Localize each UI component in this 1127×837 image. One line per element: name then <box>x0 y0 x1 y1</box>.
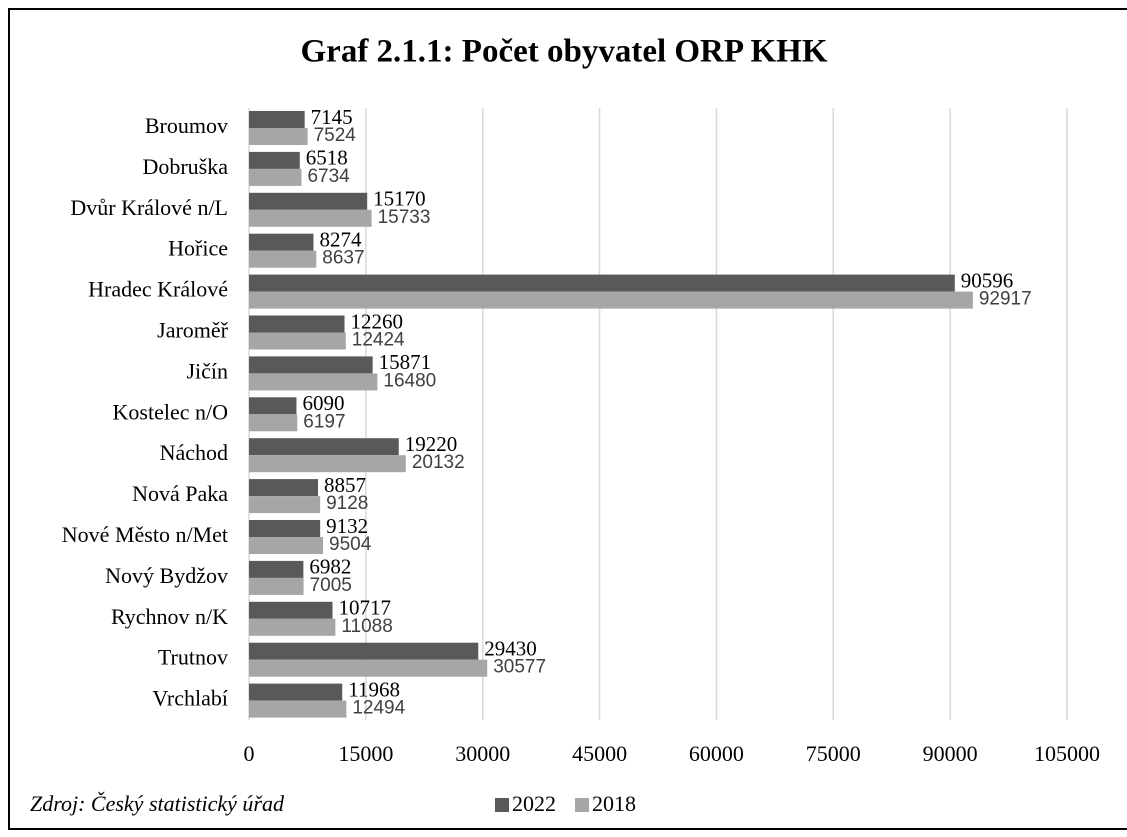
bar <box>249 250 317 268</box>
x-tick-label: 30000 <box>455 741 510 766</box>
value-label: 7145 <box>311 105 353 129</box>
bar <box>249 438 399 456</box>
legend-label: 2018 <box>592 791 636 816</box>
bar <box>249 209 372 227</box>
value-label: 92917 <box>979 289 1032 310</box>
bar <box>249 700 347 718</box>
value-label: 15871 <box>379 350 432 374</box>
bar <box>249 151 300 169</box>
source: Zdroj: Český statistický úřad <box>30 791 285 816</box>
value-label: 6982 <box>309 555 351 579</box>
bar <box>249 192 368 210</box>
legend-label: 2022 <box>512 791 556 816</box>
value-label: 20132 <box>412 452 465 473</box>
legend-swatch <box>495 798 509 812</box>
bar <box>249 479 319 497</box>
value-label: 6518 <box>306 146 348 170</box>
bar <box>249 291 973 309</box>
bar <box>249 683 343 701</box>
y-tick-label: Nová Paka <box>132 481 228 506</box>
value-label: 7005 <box>310 575 352 596</box>
value-label: 8274 <box>319 228 362 252</box>
value-label: 15170 <box>373 187 426 211</box>
value-label: 30577 <box>493 657 546 678</box>
bar <box>249 111 305 128</box>
bar <box>249 128 308 145</box>
bar <box>249 618 336 636</box>
value-label: 9132 <box>326 514 368 538</box>
value-label: 19220 <box>405 432 458 456</box>
value-label: 9504 <box>329 534 372 555</box>
bar <box>249 274 955 292</box>
bar <box>249 397 297 415</box>
bar <box>249 455 406 473</box>
value-label: 8857 <box>324 473 366 497</box>
value-label: 15733 <box>378 207 431 228</box>
bar <box>249 332 346 350</box>
y-tick-label: Rychnov n/K <box>111 604 228 629</box>
x-tick-label: 105000 <box>1034 741 1100 766</box>
x-tick-label: 75000 <box>806 741 861 766</box>
y-tick-label: Jičín <box>186 358 228 383</box>
bar <box>249 496 321 514</box>
legend-swatch <box>575 798 589 812</box>
value-label: 11088 <box>341 616 392 637</box>
bar <box>249 414 298 432</box>
value-label: 12424 <box>352 330 405 351</box>
y-tick-label: Dvůr Králové n/L <box>70 195 228 220</box>
y-tick-label: Jaroměř <box>157 318 229 343</box>
bar <box>249 577 304 595</box>
value-label: 90596 <box>961 268 1014 292</box>
value-label: 11968 <box>348 677 400 701</box>
x-tick-label: 90000 <box>923 741 978 766</box>
bar <box>249 659 488 677</box>
value-label: 10717 <box>338 596 391 620</box>
y-tick-label: Náchod <box>160 440 228 465</box>
value-label: 7524 <box>314 125 357 146</box>
x-tick-label: 45000 <box>572 741 627 766</box>
value-label: 6734 <box>307 166 350 187</box>
y-tick-label: Vrchlabí <box>152 686 228 711</box>
value-label: 6197 <box>303 411 345 432</box>
bar <box>249 520 321 537</box>
bar <box>249 560 304 578</box>
value-label: 8637 <box>322 248 364 269</box>
x-tick-label: 60000 <box>689 741 744 766</box>
bar <box>249 373 378 391</box>
value-label: 29430 <box>484 637 536 661</box>
y-tick-label: Dobruška <box>142 154 228 179</box>
y-tick-label: Trutnov <box>158 645 228 670</box>
bar <box>249 315 345 333</box>
value-label: 12494 <box>352 698 405 719</box>
y-tick-label: Hradec Králové <box>88 277 228 302</box>
bar <box>249 168 302 186</box>
bar <box>249 642 479 660</box>
value-label: 16480 <box>383 370 436 391</box>
y-tick-label: Kostelec n/O <box>113 399 228 424</box>
value-label: 6090 <box>302 391 344 415</box>
bar <box>249 537 324 554</box>
y-tick-label: Broumov <box>145 113 228 138</box>
x-tick-label: 0 <box>244 741 255 766</box>
y-tick-label: Hořice <box>168 236 228 261</box>
value-label: 12260 <box>351 309 404 333</box>
y-tick-label: Nové Město n/Met <box>62 522 228 547</box>
y-tick-label: Nový Bydžov <box>105 563 228 588</box>
bar <box>249 233 314 251</box>
chart-title: Graf 2.1.1: Počet obyvatel ORP KHK <box>301 34 828 70</box>
bar <box>249 601 333 619</box>
bar <box>249 356 373 374</box>
value-label: 9128 <box>326 493 368 514</box>
x-tick-label: 15000 <box>338 741 393 766</box>
frame <box>8 8 1127 830</box>
